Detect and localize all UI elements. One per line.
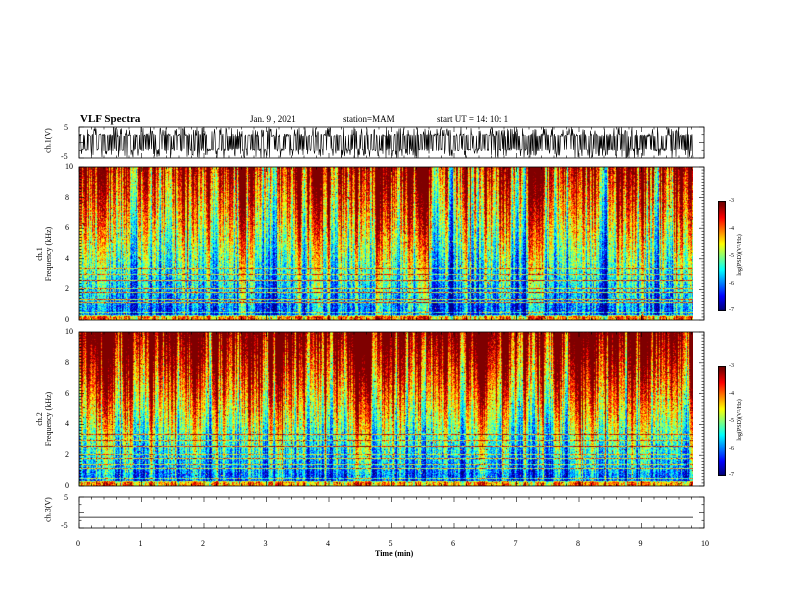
ch1-ytick-bottom: -5 — [61, 152, 68, 161]
date-label: Jan. 9 , 2021 — [250, 114, 296, 124]
ch2-spectrogram — [79, 332, 693, 486]
x-tick-5: 5 — [388, 539, 393, 548]
spec2-ytick-8: 8 — [65, 357, 69, 367]
x-tick-9: 9 — [638, 539, 643, 548]
spec1-ytick-4: 4 — [65, 253, 69, 263]
cb1-tick-1: -4 — [729, 226, 734, 232]
start-time-label: start UT = 14: 10: 1 — [437, 114, 509, 124]
ch3-waveform-ylabel: ch.3(V) — [43, 497, 53, 522]
cb1-tick-4: -7 — [729, 307, 734, 313]
ch3-ytick-top: 5 — [64, 493, 68, 502]
ch1-waveform-ylabel: ch.1(V) — [43, 128, 53, 153]
ch3-ytick-bottom: -5 — [61, 521, 68, 530]
cb2-tick-4: -7 — [729, 472, 734, 478]
cb1-tick-2: -5 — [729, 253, 734, 259]
x-tick-6: 6 — [451, 539, 455, 548]
ch2-spectrogram-frame — [78, 331, 705, 487]
spec2-ytick-2: 2 — [65, 450, 69, 460]
cb1-label: log(PSD)(V²/Hz) — [737, 234, 743, 276]
cb1-tick-3: -6 — [729, 281, 734, 287]
cb2-tick-2: -5 — [729, 418, 734, 424]
x-tick-3: 3 — [263, 539, 268, 548]
ch1-ytick-top: 5 — [64, 123, 68, 132]
x-tick-0: 0 — [76, 539, 80, 548]
x-tick-4: 4 — [326, 539, 330, 548]
ch1-spec-ylabel: ch.1 Frequency (kHz) — [35, 226, 53, 282]
ch1-spectrogram-frame — [78, 166, 705, 321]
x-tick-10: 10 — [701, 539, 709, 548]
cb2-tick-0: -3 — [729, 363, 734, 369]
spec2-ytick-0: 0 — [65, 481, 69, 490]
ch1-waveform-trace — [78, 126, 694, 159]
spec1-ytick-6: 6 — [65, 223, 69, 233]
spec2-ytick-4: 4 — [65, 419, 69, 429]
ch1-colorbar — [718, 201, 726, 311]
chart-title: VLF Spectra — [80, 113, 141, 125]
cb2-tick-3: -6 — [729, 446, 734, 452]
spec1-ytick-2: 2 — [65, 284, 69, 294]
ch1-spectrogram — [79, 167, 693, 320]
spec1-ytick-0: 0 — [65, 315, 69, 324]
station-label: station=MAM — [343, 114, 395, 124]
spec2-ytick-6: 6 — [65, 388, 69, 398]
cb2-label: log(PSD)(V²/Hz) — [737, 399, 743, 441]
cb1-tick-0: -3 — [729, 198, 734, 204]
x-tick-7: 7 — [513, 539, 518, 548]
spec1-ytick-8: 8 — [65, 192, 69, 202]
x-tick-1: 1 — [138, 539, 143, 548]
cb2-tick-1: -4 — [729, 391, 734, 397]
ch2-colorbar — [718, 366, 726, 476]
spec1-ytick-10: 10 — [65, 162, 73, 171]
x-tick-8: 8 — [576, 539, 580, 548]
ch2-spec-ylabel: ch.2 Frequency (kHz) — [35, 391, 53, 447]
x-tick-2: 2 — [201, 539, 205, 548]
spec2-ytick-10: 10 — [65, 327, 73, 336]
x-axis-label: Time (min) — [375, 549, 414, 558]
